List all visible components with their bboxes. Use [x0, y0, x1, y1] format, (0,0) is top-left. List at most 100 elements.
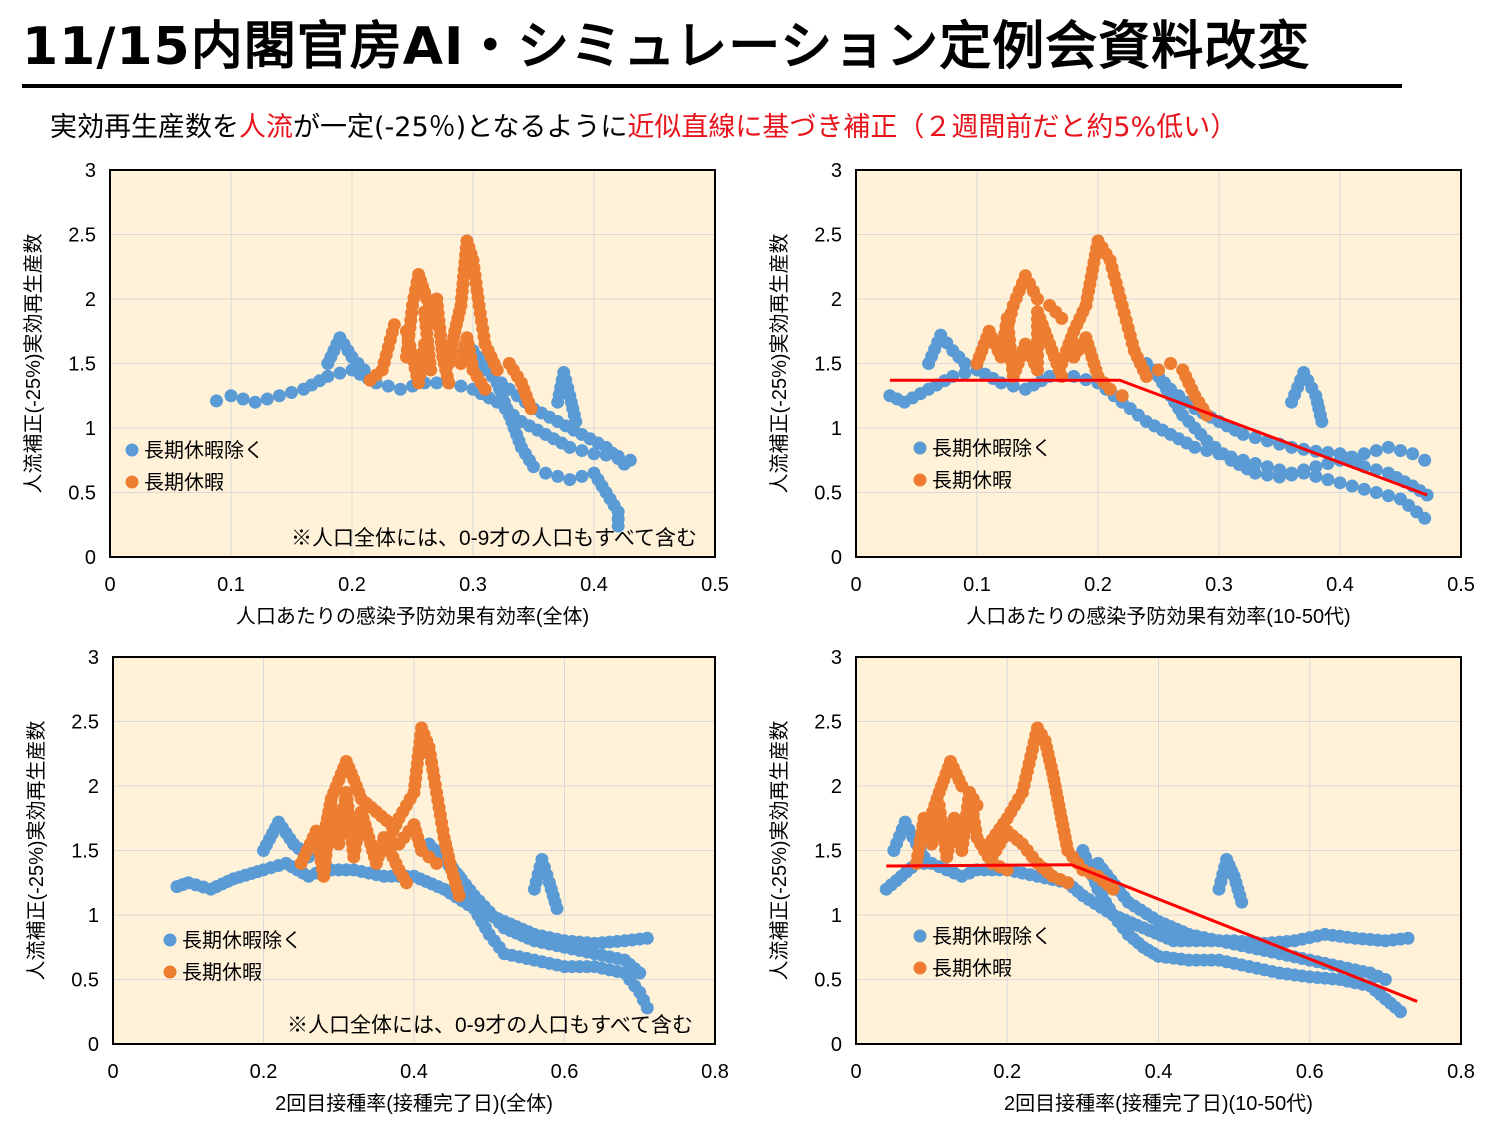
y-tick-label: 3 — [88, 647, 99, 669]
y-tick-label: 3 — [831, 647, 842, 669]
x-tick-label: 0.8 — [1447, 1061, 1475, 1083]
x-tick-label: 0 — [850, 574, 861, 596]
scatter-point — [1006, 379, 1020, 393]
scatter-point — [285, 386, 298, 400]
y-tick-label: 0 — [831, 1034, 842, 1056]
scatter-point — [442, 376, 456, 390]
scatter-point — [1055, 311, 1069, 325]
y-tick-label: 1.5 — [68, 354, 96, 376]
page-title: 11/15内閣官房AI・シミュレーション定例会資料改変 — [22, 17, 1311, 77]
plot-border — [109, 169, 716, 558]
scatter-point — [1297, 466, 1311, 480]
scatter-point — [1061, 876, 1075, 890]
scatter-point — [550, 902, 564, 916]
scatter-point — [575, 444, 589, 458]
y-tick-label: 0.5 — [814, 970, 842, 992]
scatter-point — [640, 931, 654, 945]
legend-marker — [163, 933, 177, 947]
scatter-point — [527, 460, 540, 474]
subtitle: 実効再生産数を人流が一定(-25％)となるように近似直線に基づき補正（２週間前だ… — [50, 108, 1237, 148]
scatter-point — [1152, 363, 1165, 377]
y-tick-label: 2 — [831, 289, 842, 311]
scatter-point — [1188, 440, 1202, 454]
y-tick-label: 1 — [831, 905, 842, 927]
scatter-point — [1401, 931, 1415, 945]
x-tick-label: 0.3 — [459, 574, 487, 596]
scatter-point — [1418, 453, 1432, 467]
y-tick-label: 0.5 — [814, 483, 842, 505]
x-tick-label: 0.5 — [701, 574, 729, 596]
scatter-point — [551, 469, 565, 483]
scatter-point — [611, 519, 625, 533]
scatter-point — [640, 1001, 654, 1015]
scatter-point — [1406, 447, 1420, 461]
scatter-point — [236, 392, 250, 406]
y-tick-label: 0 — [88, 1034, 99, 1056]
y-tick-label: 0.5 — [68, 483, 96, 505]
scatter-point — [1357, 447, 1371, 461]
x-tick-label: 0.6 — [1296, 1061, 1324, 1083]
x-axis-label: 人口あたりの感染予防効果有効率(全体) — [236, 605, 589, 628]
legend-label: 長期休暇除く — [932, 925, 1052, 948]
scatter-point — [1236, 427, 1250, 441]
subtitle-highlight: 近似直線に基づき補正（２週間前だと約5%低い） — [627, 112, 1238, 143]
x-tick-label: 0 — [107, 1061, 118, 1083]
x-tick-label: 0.2 — [1084, 574, 1112, 596]
title-underline — [22, 84, 1402, 88]
y-tick-label: 2 — [831, 776, 842, 798]
scatter-point — [333, 366, 347, 380]
legend-marker — [913, 473, 927, 487]
x-tick-label: 0.8 — [701, 1061, 729, 1083]
scatter-point — [524, 402, 538, 416]
x-tick-label: 0.2 — [993, 1061, 1021, 1083]
legend-label: 長期休暇除く — [932, 437, 1052, 460]
scatter-point — [452, 889, 466, 903]
chart-note: ※人口全体には、0-9才の人口もすべて含む — [291, 527, 697, 550]
x-tick-label: 0.2 — [338, 574, 366, 596]
fit-line — [889, 378, 1428, 497]
legend-label: 長期休暇 — [932, 957, 1012, 980]
scatter-point — [1285, 468, 1299, 482]
x-tick-label: 0.4 — [1145, 1061, 1173, 1083]
scatter-point — [1394, 1005, 1407, 1019]
x-tick-label: 0.3 — [1205, 574, 1233, 596]
scatter-point — [587, 447, 601, 461]
scatter-point — [1394, 444, 1407, 458]
x-axis-label: 人口あたりの感染予防効果有効率(10-50代) — [966, 605, 1350, 628]
scatter-point — [1139, 369, 1153, 383]
scatter-point — [454, 379, 468, 393]
scatter-point — [430, 318, 444, 332]
scatter-point — [478, 382, 492, 396]
series-long-holiday — [910, 721, 1120, 896]
legend-label: 長期休暇除く — [144, 439, 264, 462]
scatter-point — [970, 798, 984, 812]
scatter-point — [260, 392, 274, 406]
legend-label: 長期休暇 — [182, 961, 262, 984]
scatter-point — [430, 856, 444, 870]
scatter-point — [569, 415, 583, 429]
scatter-point — [539, 466, 553, 480]
y-tick-label: 0 — [85, 547, 96, 569]
scatter-point — [1106, 882, 1120, 896]
y-tick-label: 0 — [831, 547, 842, 569]
x-tick-label: 0.4 — [1326, 574, 1354, 596]
scatter-point — [958, 357, 972, 370]
y-axis-label: 人流補正(-25%)実効再生産数 — [25, 720, 48, 980]
scatter-point — [1378, 973, 1392, 986]
scatter-point — [575, 469, 589, 483]
scatter-point — [633, 966, 647, 980]
x-tick-label: 0 — [104, 574, 115, 596]
y-tick-label: 1 — [85, 418, 96, 440]
scatter-point — [958, 366, 972, 380]
scatter-point — [1369, 444, 1383, 458]
scatter-point — [1321, 473, 1335, 487]
legend-label: 長期休暇 — [144, 471, 224, 494]
y-tick-label: 2.5 — [814, 225, 842, 247]
scatter-point — [1369, 486, 1383, 499]
scatter-point — [1381, 489, 1395, 503]
fit-line — [886, 863, 1418, 1003]
y-tick-label: 0.5 — [71, 970, 99, 992]
